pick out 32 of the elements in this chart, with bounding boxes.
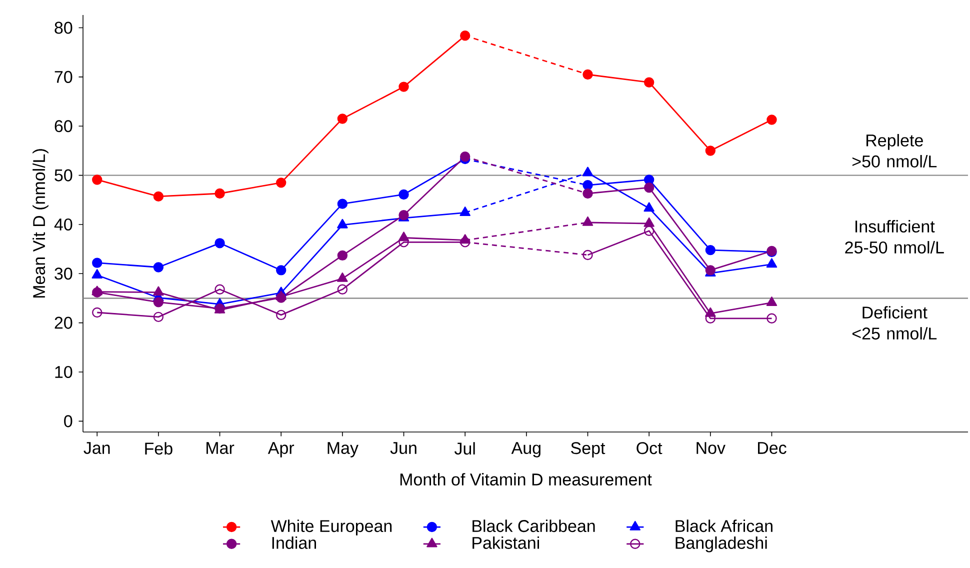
x-tick-label: Dec bbox=[758, 442, 786, 454]
legend-label: Pakistani bbox=[472, 536, 539, 549]
x-tick-label: Jun bbox=[390, 442, 416, 454]
x-tick-label: Apr bbox=[268, 442, 294, 458]
legend-label: Indian bbox=[272, 536, 316, 549]
x-tick-label: Mar bbox=[206, 442, 234, 454]
y-tick-label: 70 bbox=[54, 70, 72, 83]
y-axis-title: Mean Vit D (nmol/L) bbox=[32, 149, 48, 298]
legend-label: Black Caribbean bbox=[472, 520, 595, 532]
y-tick-label: 10 bbox=[55, 366, 72, 378]
text: Replete >50 nmol/L bbox=[852, 134, 937, 168]
text: Deficient <25 nmol/L bbox=[852, 306, 937, 340]
x-axis-title: Month of Vitamin D measurement bbox=[400, 473, 652, 486]
y-tick-label: 20 bbox=[54, 316, 72, 329]
legend-label: Bangladeshi bbox=[676, 536, 767, 552]
y-tick-label: 80 bbox=[54, 22, 72, 34]
y-tick-label: 0 bbox=[64, 415, 72, 428]
legend-label: White European bbox=[270, 520, 392, 536]
y-tick-label: 30 bbox=[54, 268, 72, 280]
x-tick-label: Nov bbox=[696, 442, 726, 454]
y-tick-label: 50 bbox=[54, 169, 72, 182]
text: Insufficient 25-50 nmol/L bbox=[845, 220, 944, 254]
x-tick-label: Sept bbox=[571, 442, 606, 458]
x-tick-label: Jul bbox=[454, 442, 475, 455]
x-tick-label: Oct bbox=[636, 442, 662, 454]
y-tick-label: 60 bbox=[54, 120, 72, 132]
legend-label: Black African bbox=[676, 520, 772, 532]
x-tick-label: Jan bbox=[84, 442, 110, 454]
x-tick-label: Aug bbox=[511, 442, 540, 458]
x-tick-label: May bbox=[328, 442, 358, 458]
x-tick-label: Feb bbox=[145, 442, 172, 455]
y-tick-label: 40 bbox=[54, 218, 72, 231]
